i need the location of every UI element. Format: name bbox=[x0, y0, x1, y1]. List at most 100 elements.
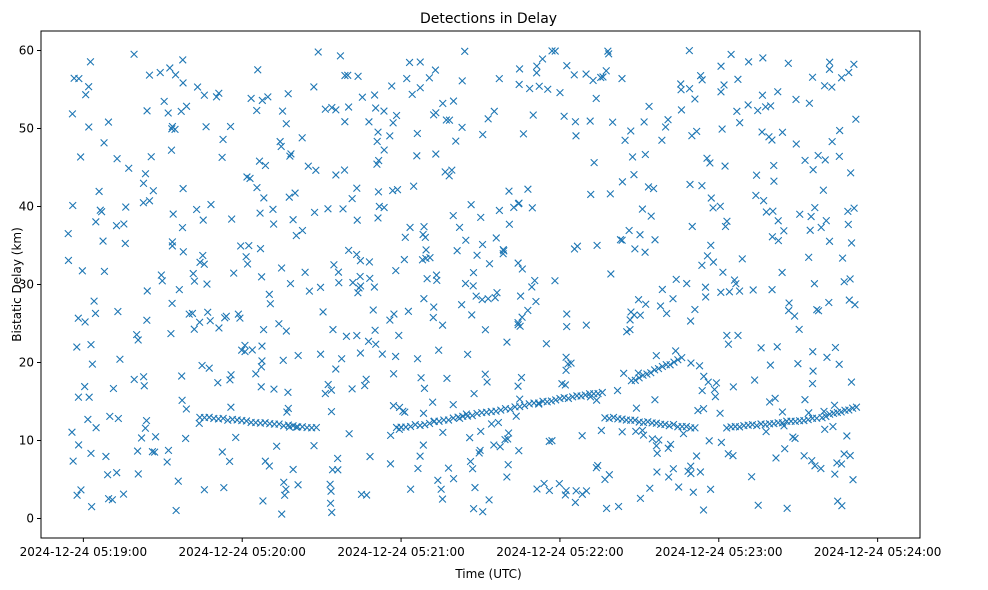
detection-marker bbox=[202, 122, 210, 131]
track-detection-marker bbox=[658, 362, 667, 371]
detection-marker bbox=[475, 449, 483, 457]
detection-marker bbox=[92, 218, 100, 226]
detection-marker bbox=[116, 355, 124, 364]
detection-marker bbox=[423, 274, 431, 283]
detection-marker bbox=[651, 235, 659, 244]
detection-marker bbox=[825, 58, 834, 66]
detection-marker bbox=[555, 479, 564, 488]
detection-marker bbox=[492, 234, 501, 242]
detection-marker bbox=[770, 177, 778, 185]
detection-marker bbox=[572, 132, 580, 140]
detection-marker bbox=[387, 82, 396, 90]
track-detection-marker bbox=[492, 407, 500, 415]
detection-marker bbox=[140, 381, 149, 390]
x-tick-label: 2024-12-24 05:20:00 bbox=[178, 545, 305, 559]
detection-marker bbox=[724, 340, 733, 348]
plot-area bbox=[40, 30, 921, 539]
detection-marker bbox=[413, 152, 421, 160]
y-axis: 0 10 20 30 40 50 60 bbox=[19, 44, 41, 526]
detection-marker bbox=[597, 426, 606, 435]
plot-background bbox=[41, 31, 920, 538]
detection-marker bbox=[735, 118, 744, 127]
detection-marker bbox=[710, 385, 719, 394]
detection-marker bbox=[593, 461, 602, 470]
detection-marker bbox=[95, 187, 103, 196]
detection-marker bbox=[227, 215, 236, 223]
detection-marker bbox=[205, 364, 214, 372]
detection-marker bbox=[676, 80, 685, 88]
detection-marker bbox=[404, 307, 413, 316]
detection-marker bbox=[833, 459, 841, 467]
detection-marker bbox=[626, 127, 635, 135]
detection-marker bbox=[734, 331, 742, 340]
detection-marker bbox=[373, 160, 381, 168]
detection-marker bbox=[819, 186, 828, 194]
detection-marker bbox=[253, 183, 261, 192]
detection-marker bbox=[817, 464, 825, 473]
detection-marker bbox=[717, 438, 726, 447]
detection-marker bbox=[730, 276, 739, 284]
detection-marker bbox=[445, 172, 453, 180]
track-detection-marker bbox=[635, 374, 643, 382]
detection-marker bbox=[139, 198, 148, 207]
detection-marker bbox=[418, 256, 427, 264]
detection-marker bbox=[374, 214, 382, 222]
detection-marker bbox=[729, 383, 738, 391]
detection-marker bbox=[572, 487, 580, 495]
detection-marker bbox=[747, 472, 756, 481]
detection-marker bbox=[371, 326, 379, 335]
detection-marker bbox=[805, 99, 814, 108]
detection-marker bbox=[74, 314, 83, 323]
detection-marker bbox=[563, 61, 571, 70]
detection-marker bbox=[200, 260, 209, 269]
detection-marker bbox=[505, 220, 514, 229]
detection-marker bbox=[825, 65, 834, 74]
detection-marker bbox=[390, 310, 398, 318]
detection-marker bbox=[772, 454, 780, 462]
detection-marker bbox=[503, 338, 511, 346]
detection-marker bbox=[261, 457, 270, 465]
detection-marker bbox=[375, 202, 384, 211]
detection-marker bbox=[814, 151, 822, 160]
detection-marker bbox=[413, 354, 422, 363]
track-detection-marker bbox=[551, 396, 560, 404]
detection-marker bbox=[483, 378, 491, 386]
detection-marker bbox=[481, 325, 490, 334]
detection-marker bbox=[845, 296, 854, 304]
detection-marker bbox=[448, 166, 456, 174]
detection-marker bbox=[470, 389, 478, 398]
track-detection-marker bbox=[425, 419, 434, 428]
detection-marker bbox=[716, 202, 725, 211]
detection-marker bbox=[641, 248, 649, 256]
detection-marker bbox=[109, 384, 118, 393]
detection-marker bbox=[504, 429, 513, 437]
detection-marker bbox=[725, 287, 734, 296]
detection-marker bbox=[121, 239, 130, 248]
detection-marker bbox=[467, 311, 476, 319]
detection-marker bbox=[709, 258, 718, 266]
detection-marker bbox=[156, 68, 165, 77]
detection-marker bbox=[491, 293, 499, 302]
detection-marker bbox=[416, 452, 424, 460]
detection-marker bbox=[329, 325, 337, 334]
detection-marker bbox=[354, 72, 362, 81]
detection-marker bbox=[134, 336, 142, 344]
detection-marker bbox=[81, 318, 89, 326]
detection-marker bbox=[445, 116, 454, 124]
detection-marker bbox=[822, 216, 831, 225]
detection-marker bbox=[840, 450, 848, 458]
detection-marker bbox=[362, 375, 370, 384]
detection-marker bbox=[835, 126, 844, 135]
detection-marker bbox=[535, 82, 544, 91]
detection-marker bbox=[167, 329, 175, 338]
detection-marker bbox=[414, 464, 422, 473]
detection-marker bbox=[104, 118, 113, 126]
detection-marker bbox=[449, 474, 458, 483]
track-detection-marker bbox=[534, 400, 543, 408]
detection-marker bbox=[373, 137, 381, 146]
detection-marker bbox=[277, 264, 286, 272]
detection-marker bbox=[688, 131, 696, 140]
detection-marker bbox=[503, 473, 511, 481]
detection-marker bbox=[752, 171, 761, 179]
detection-marker bbox=[319, 308, 327, 316]
